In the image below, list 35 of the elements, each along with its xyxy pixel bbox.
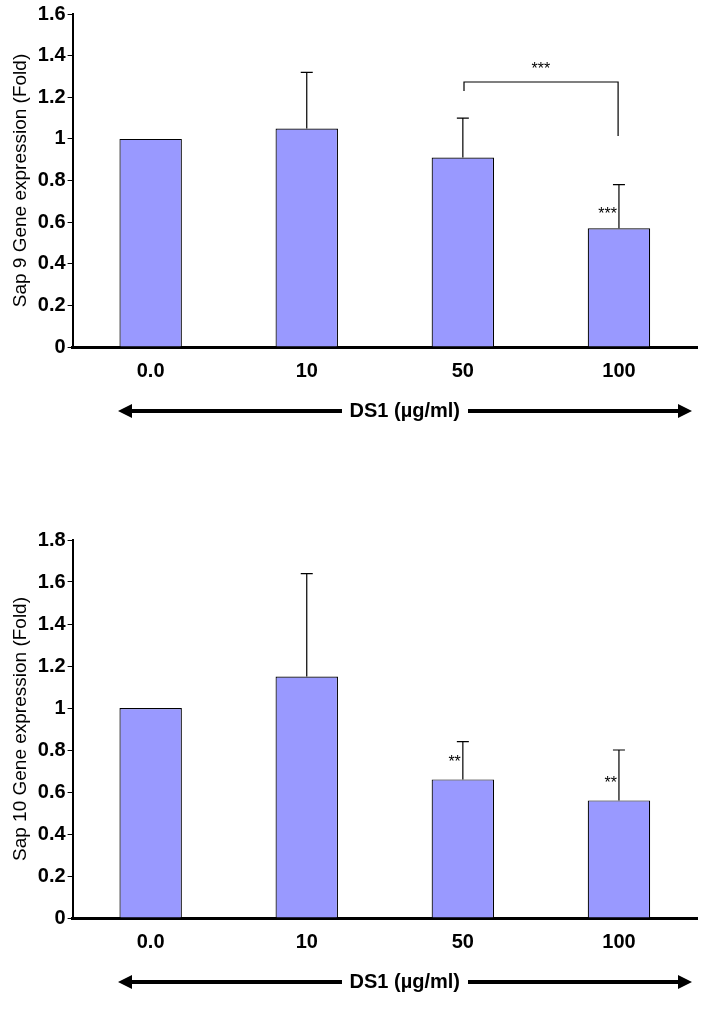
y-tick-label: 1.2	[37, 653, 66, 676]
y-tick-label: 1.4	[37, 611, 67, 634]
x-tick-label: 10	[295, 358, 318, 381]
y-tick-label: 0.2	[37, 292, 66, 315]
y-tick-label: 1	[54, 126, 66, 149]
y-tick-label: 0.6	[37, 209, 66, 232]
annotation: **	[604, 774, 617, 792]
y-axis-title: Sap 9 Gene expression (Fold)	[8, 53, 30, 308]
x-tick-label: 100	[602, 358, 636, 381]
x-tick-label: 0.0	[136, 358, 165, 381]
y-tick-label: 1.6	[37, 1, 66, 24]
x-axis-title: DS1 (µg/ml)	[349, 399, 460, 422]
annotation: **	[448, 753, 461, 771]
x-tick-label: 10	[295, 929, 318, 952]
y-tick-label: 1.2	[37, 84, 66, 107]
y-tick-label: 1.4	[37, 43, 67, 66]
y-axis-title: Sap 10 Gene expression (Fold)	[8, 596, 30, 862]
x-axis-title: DS1 (µg/ml)	[349, 970, 460, 993]
y-tick-label: 0.6	[37, 779, 66, 802]
y-tick-label: 0.2	[37, 863, 66, 886]
x-tick-label: 100	[602, 929, 636, 952]
x-tick-label: 0.0	[136, 929, 165, 952]
y-tick-label: 0.4	[37, 821, 67, 844]
y-tick-label: 1.6	[37, 569, 66, 592]
x-tick-label: 50	[451, 358, 474, 381]
x-tick-label: 50	[451, 929, 474, 952]
annotation: ***	[531, 60, 551, 78]
y-tick-label: 0	[54, 334, 66, 357]
y-tick-label: 1	[54, 695, 66, 718]
y-tick-label: 1.8	[37, 527, 66, 550]
y-tick-label: 0	[54, 905, 66, 928]
annotation: ***	[598, 204, 617, 222]
y-tick-label: 0.8	[37, 168, 66, 191]
y-tick-label: 0.4	[37, 251, 67, 274]
y-tick-label: 0.8	[37, 737, 66, 760]
